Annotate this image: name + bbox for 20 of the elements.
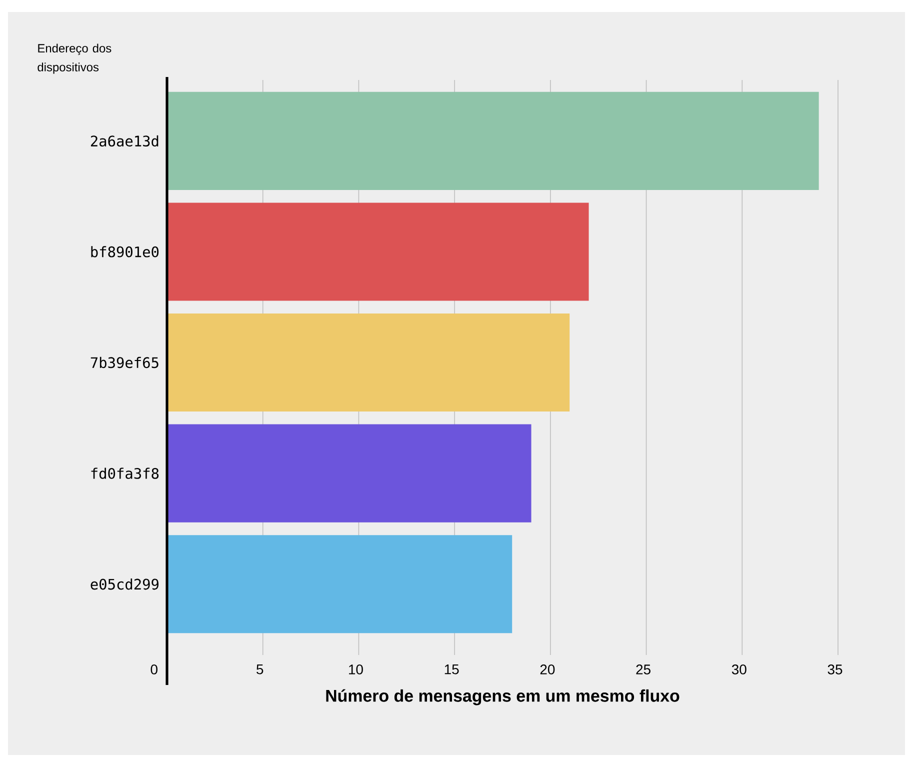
x-tick-label: 30 <box>732 664 746 674</box>
bar <box>167 202 589 301</box>
x-tick-label: 10 <box>349 664 363 674</box>
x-tick-label: 0 <box>150 664 158 674</box>
y-tick-label: fd0fa3f8 <box>91 468 159 479</box>
y-tick-label: bf8901e0 <box>91 246 159 258</box>
x-tick-label: 15 <box>444 664 459 674</box>
x-tick-label: 5 <box>256 664 264 674</box>
bar <box>167 424 532 522</box>
y-tick-label: e05cd299 <box>90 578 158 590</box>
bar <box>167 92 819 190</box>
bar <box>167 313 570 412</box>
y-axis-title: Endereço dos dispositivos <box>38 44 112 74</box>
x-tick-label: 25 <box>636 664 650 674</box>
y-tick-label: 2a6ae13d <box>90 135 158 147</box>
x-tick-label: 35 <box>828 664 842 674</box>
y-tick-label: 7b39ef65 <box>90 356 158 368</box>
x-axis-title: Número de mensagens em um mesmo fluxo <box>326 689 680 706</box>
bar <box>167 535 512 634</box>
x-tick-label: 20 <box>540 664 555 674</box>
